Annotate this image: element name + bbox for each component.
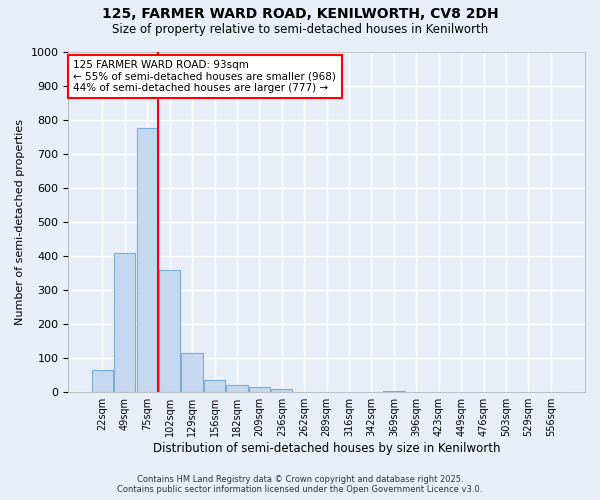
- Bar: [159, 270, 181, 392]
- Text: 125, FARMER WARD ROAD, KENILWORTH, CV8 2DH: 125, FARMER WARD ROAD, KENILWORTH, CV8 2…: [101, 8, 499, 22]
- Bar: [181, 353, 203, 392]
- X-axis label: Distribution of semi-detached houses by size in Kenilworth: Distribution of semi-detached houses by …: [153, 442, 500, 455]
- Y-axis label: Number of semi-detached properties: Number of semi-detached properties: [15, 119, 25, 325]
- Text: 125 FARMER WARD ROAD: 93sqm
← 55% of semi-detached houses are smaller (968)
44% : 125 FARMER WARD ROAD: 93sqm ← 55% of sem…: [73, 60, 337, 93]
- Bar: [226, 386, 248, 392]
- Text: Contains HM Land Registry data © Crown copyright and database right 2025.
Contai: Contains HM Land Registry data © Crown c…: [118, 474, 482, 494]
- Bar: [249, 387, 270, 392]
- Bar: [204, 380, 225, 392]
- Bar: [114, 252, 136, 392]
- Text: Size of property relative to semi-detached houses in Kenilworth: Size of property relative to semi-detach…: [112, 22, 488, 36]
- Bar: [383, 390, 404, 392]
- Bar: [137, 128, 158, 392]
- Bar: [271, 389, 292, 392]
- Bar: [92, 370, 113, 392]
